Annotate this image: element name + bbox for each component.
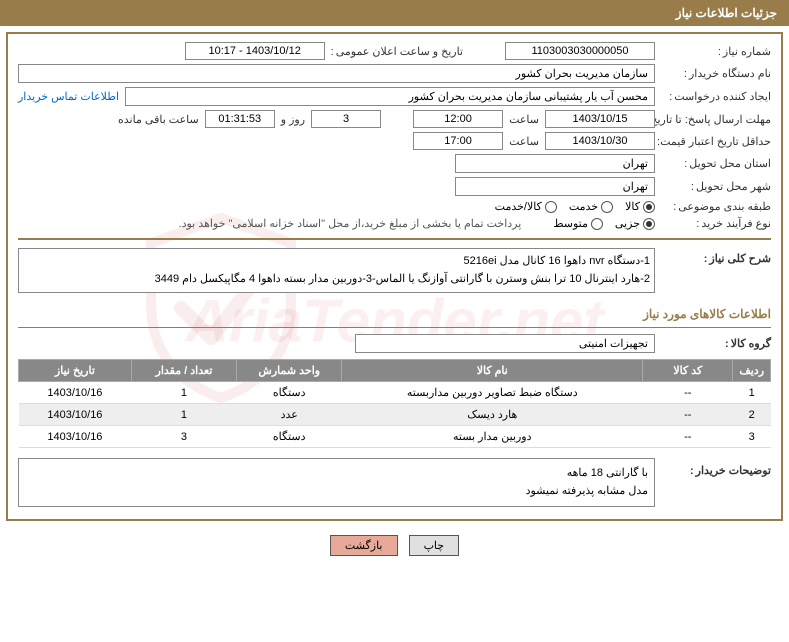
- table-cell: 1: [131, 404, 236, 426]
- table-cell: هارد دیسک: [342, 404, 643, 426]
- process-option-0[interactable]: جزیی: [615, 217, 655, 230]
- table-header-1: کد کالا: [643, 360, 733, 382]
- buyer-notes-line2: مدل مشابه پذیرفته نمیشود: [25, 483, 648, 501]
- table-header-4: تعداد / مقدار: [131, 360, 236, 382]
- table-cell: دستگاه: [237, 382, 342, 404]
- table-cell: 1: [733, 382, 771, 404]
- buyer-notes-label: توضیحات خریدار: [661, 464, 771, 477]
- requester-label: ایجاد کننده درخواست: [661, 90, 771, 103]
- city-label: شهر محل تحویل: [661, 180, 771, 193]
- table-cell: 1403/10/16: [19, 382, 132, 404]
- need-desc-label: شرح کلی نیاز: [661, 252, 771, 265]
- page-header: جزئیات اطلاعات نیاز: [0, 0, 789, 26]
- main-content: شماره نیاز 1103003030000050 تاریخ و ساعت…: [6, 32, 783, 521]
- print-button[interactable]: چاپ: [409, 535, 460, 556]
- deadline-date: 1403/10/15: [545, 110, 655, 128]
- goods-section-title: اطلاعات کالاهای مورد نیاز: [18, 307, 771, 321]
- classification-radios: کالا خدمت کالا/خدمت: [495, 200, 655, 213]
- contact-link[interactable]: اطلاعات تماس خریدار: [18, 90, 119, 103]
- radio-circle-icon: [545, 201, 557, 213]
- province-value: تهران: [455, 154, 655, 173]
- separator-2: [18, 327, 771, 328]
- table-header-3: واحد شمارش: [237, 360, 342, 382]
- classification-option-0[interactable]: کالا: [625, 200, 655, 213]
- buyer-notes-box: با گارانتی 18 ماهه مدل مشابه پذیرفته نمی…: [18, 458, 655, 507]
- validity-label: حداقل تاریخ اعتبار قیمت: تا تاریخ: [661, 135, 771, 148]
- process-label-1: متوسط: [553, 217, 588, 230]
- need-desc-line2: 2-هارد اینترنال 10 ترا بنش وسترن با گارا…: [23, 271, 650, 289]
- table-row: 3--دوربین مدار بستهدستگاه31403/10/16: [19, 426, 771, 448]
- need-desc-line1: 1-دستگاه nvr داهوا 16 کانال مدل 5216ei: [23, 253, 650, 271]
- table-cell: دستگاه: [237, 426, 342, 448]
- validity-time: 17:00: [413, 132, 503, 150]
- table-cell: 3: [733, 426, 771, 448]
- classification-label-0: کالا: [625, 200, 640, 213]
- deadline-label: مهلت ارسال پاسخ: تا تاریخ: [661, 113, 771, 126]
- goods-group-value: تجهیزات امنیتی: [355, 334, 655, 353]
- back-button[interactable]: بازگشت: [330, 535, 398, 556]
- process-label-0: جزیی: [615, 217, 640, 230]
- classification-label: طبقه بندی موضوعی: [661, 200, 771, 213]
- classification-label-2: کالا/خدمت: [495, 200, 542, 213]
- table-cell: 1403/10/16: [19, 426, 132, 448]
- table-cell: 2: [733, 404, 771, 426]
- province-label: استان محل تحویل: [661, 157, 771, 170]
- days-remaining: 3: [311, 110, 381, 128]
- goods-table: ردیفکد کالانام کالاواحد شمارشتعداد / مقد…: [18, 359, 771, 448]
- classification-option-2[interactable]: کالا/خدمت: [495, 200, 557, 213]
- buyer-org-value: سازمان مدیریت بحران کشور: [18, 64, 655, 83]
- table-cell: --: [643, 426, 733, 448]
- table-cell: 1: [131, 382, 236, 404]
- days-and-label: روز و: [281, 113, 305, 126]
- time-label-1: ساعت: [509, 113, 539, 126]
- table-cell: دستگاه ضبط تصاویر دوربین مداربسته: [342, 382, 643, 404]
- process-option-1[interactable]: متوسط: [553, 217, 603, 230]
- table-header-2: نام کالا: [342, 360, 643, 382]
- table-cell: --: [643, 382, 733, 404]
- buyer-notes-line1: با گارانتی 18 ماهه: [25, 465, 648, 483]
- announce-date-value: 1403/10/12 - 10:17: [185, 42, 325, 60]
- table-cell: 1403/10/16: [19, 404, 132, 426]
- table-cell: عدد: [237, 404, 342, 426]
- validity-date: 1403/10/30: [545, 132, 655, 150]
- deadline-time: 12:00: [413, 110, 503, 128]
- requester-value: محسن آب یار پشتیبانی سازمان مدیریت بحران…: [125, 87, 655, 106]
- process-label: نوع فرآیند خرید: [661, 217, 771, 230]
- radio-circle-icon: [643, 201, 655, 213]
- process-radios: جزیی متوسط: [553, 217, 655, 230]
- hours-remain-label: ساعت باقی مانده: [118, 113, 199, 126]
- announce-date-label: تاریخ و ساعت اعلان عمومی: [331, 45, 463, 58]
- separator-1: [18, 238, 771, 240]
- table-row: 1--دستگاه ضبط تصاویر دوربین مداربستهدستگ…: [19, 382, 771, 404]
- city-value: تهران: [455, 177, 655, 196]
- goods-group-label: گروه کالا: [661, 337, 771, 350]
- time-label-2: ساعت: [509, 135, 539, 148]
- payment-note: پرداخت تمام یا بخشی از مبلغ خرید،از محل …: [179, 217, 522, 230]
- table-header-0: ردیف: [733, 360, 771, 382]
- button-bar: چاپ بازگشت: [0, 527, 789, 560]
- table-cell: 3: [131, 426, 236, 448]
- hours-remaining: 01:31:53: [205, 110, 275, 128]
- need-number-label: شماره نیاز: [661, 45, 771, 58]
- radio-circle-icon: [601, 201, 613, 213]
- table-row: 2--هارد دیسکعدد11403/10/16: [19, 404, 771, 426]
- classification-label-1: خدمت: [569, 200, 598, 213]
- table-cell: دوربین مدار بسته: [342, 426, 643, 448]
- classification-option-1[interactable]: خدمت: [569, 200, 613, 213]
- need-desc-box: 1-دستگاه nvr داهوا 16 کانال مدل 5216ei 2…: [18, 248, 655, 293]
- table-cell: --: [643, 404, 733, 426]
- radio-circle-icon: [643, 218, 655, 230]
- table-header-5: تاریخ نیاز: [19, 360, 132, 382]
- buyer-org-label: نام دستگاه خریدار: [661, 67, 771, 80]
- need-number-value: 1103003030000050: [505, 42, 655, 60]
- radio-circle-icon: [591, 218, 603, 230]
